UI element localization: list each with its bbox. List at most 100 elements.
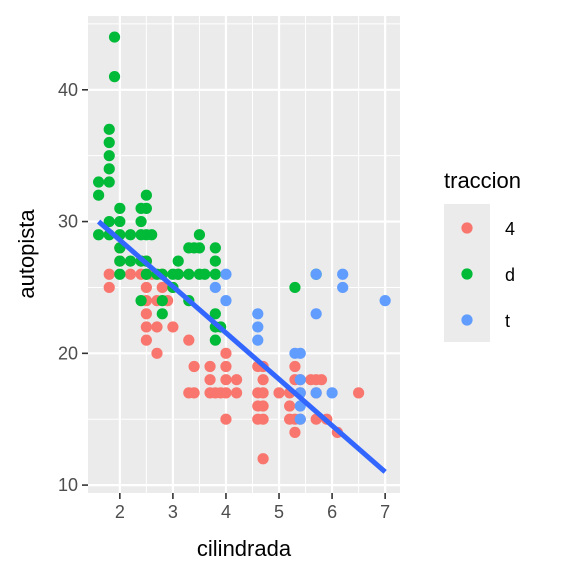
data-point-d xyxy=(103,123,115,135)
data-point-4 xyxy=(204,374,216,386)
data-point-d xyxy=(124,229,137,241)
data-point-t xyxy=(220,295,232,307)
data-point-4 xyxy=(353,387,365,399)
data-point-d xyxy=(103,176,115,188)
y-tick-label: 10 xyxy=(58,475,78,495)
data-point-4 xyxy=(204,360,216,373)
data-point-4 xyxy=(151,347,163,359)
data-point-4 xyxy=(140,308,152,320)
data-point-4 xyxy=(124,268,137,280)
data-point-d xyxy=(135,215,147,228)
data-point-t xyxy=(294,374,306,386)
data-point-t xyxy=(337,281,349,294)
y-axis-title: autopista xyxy=(14,209,39,299)
data-point-4 xyxy=(156,281,168,294)
data-point-4 xyxy=(183,334,195,346)
data-point-4 xyxy=(257,387,269,399)
data-point-d xyxy=(156,295,168,307)
data-point-4 xyxy=(220,347,232,359)
data-point-d xyxy=(108,71,121,83)
data-point-t xyxy=(379,295,391,307)
y-tick-label: 20 xyxy=(58,343,78,363)
legend-key-4 xyxy=(461,222,473,234)
data-point-d xyxy=(93,229,105,241)
data-point-d xyxy=(124,255,137,267)
data-point-4 xyxy=(230,374,243,386)
data-point-4 xyxy=(167,321,179,333)
trend-line xyxy=(96,219,387,474)
data-point-4 xyxy=(220,413,232,425)
x-tick-label: 5 xyxy=(274,502,284,522)
data-point-d xyxy=(156,308,168,320)
data-point-4 xyxy=(273,387,285,399)
y-tick-label: 30 xyxy=(58,212,78,232)
x-tick-label: 4 xyxy=(221,502,231,522)
data-point-t xyxy=(294,347,306,359)
data-point-d xyxy=(93,176,105,188)
data-point-d xyxy=(114,255,126,267)
data-point-4 xyxy=(220,374,232,386)
y-tick-labels: 10 20 30 40 xyxy=(58,80,78,495)
data-point-4 xyxy=(315,374,328,386)
data-point-d xyxy=(172,255,184,267)
data-point-4 xyxy=(284,400,296,412)
legend-items: 4 d t xyxy=(444,204,515,342)
y-tick-label: 40 xyxy=(58,80,78,100)
data-point-4 xyxy=(151,321,163,333)
data-point-d xyxy=(172,268,184,280)
data-point-4 xyxy=(289,360,301,373)
data-point-t xyxy=(220,268,232,280)
data-point-d xyxy=(289,281,301,294)
data-point-d xyxy=(103,150,115,162)
data-point-t xyxy=(252,334,264,346)
data-point-4 xyxy=(188,360,200,373)
data-point-d xyxy=(209,308,221,320)
data-point-4 xyxy=(257,374,269,386)
data-point-d xyxy=(209,268,221,280)
data-point-d xyxy=(135,295,147,307)
x-tick-label: 6 xyxy=(327,502,337,522)
x-tick-label: 7 xyxy=(380,502,390,522)
data-point-d xyxy=(103,163,115,175)
x-axis-title: cilindrada xyxy=(197,536,292,561)
data-point-4 xyxy=(188,387,200,399)
data-point-d xyxy=(193,229,206,241)
data-point-4 xyxy=(140,334,152,346)
data-point-d xyxy=(108,31,121,43)
legend-label-t: t xyxy=(505,311,510,331)
legend-title: traccion xyxy=(444,168,521,193)
axis-ticks xyxy=(82,88,386,499)
data-point-4 xyxy=(140,321,152,333)
data-point-d xyxy=(140,268,152,280)
data-point-d xyxy=(209,334,221,346)
data-point-d xyxy=(93,189,105,201)
data-point-t xyxy=(252,321,264,333)
data-point-d xyxy=(140,202,152,214)
data-point-d xyxy=(103,136,115,149)
data-point-t xyxy=(337,268,349,280)
data-point-t xyxy=(310,268,322,280)
legend: traccion 4 d t xyxy=(444,168,521,342)
x-tick-label: 3 xyxy=(168,502,178,522)
data-point-d xyxy=(114,268,126,280)
data-point-d xyxy=(114,215,126,228)
data-point-t xyxy=(294,413,306,425)
legend-key-d xyxy=(461,268,473,280)
data-point-4 xyxy=(103,281,115,294)
data-point-t xyxy=(310,308,322,320)
data-point-d xyxy=(199,268,211,280)
legend-key-t xyxy=(461,314,473,326)
data-point-d xyxy=(103,215,115,228)
data-point-d xyxy=(193,242,206,254)
data-point-d xyxy=(209,255,221,267)
x-tick-labels: 2 3 4 5 6 7 xyxy=(115,502,390,522)
data-point-4 xyxy=(257,453,269,465)
data-point-4 xyxy=(230,387,243,399)
data-point-t xyxy=(310,387,322,399)
data-point-t xyxy=(209,281,221,294)
data-point-t xyxy=(252,308,264,320)
legend-label-4: 4 xyxy=(505,219,515,239)
data-point-4 xyxy=(220,360,232,373)
data-point-4 xyxy=(257,413,269,425)
